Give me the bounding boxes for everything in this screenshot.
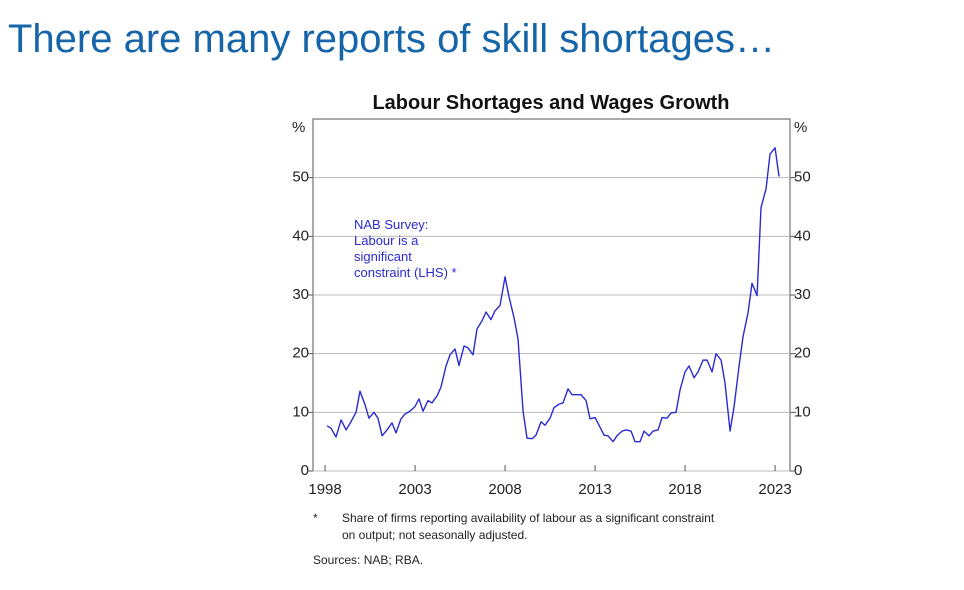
series-annotation: significant (354, 249, 412, 264)
y2-tick-label: 30 (794, 286, 811, 303)
footnote-line: Share of firms reporting availability of… (342, 511, 715, 525)
y-tick-label: 30 (292, 286, 309, 303)
y2-tick-label: 20 (794, 345, 811, 362)
series-annotation: Labour is a (354, 233, 419, 248)
series-annotation: NAB Survey: (354, 217, 428, 232)
y-tick-label: 40 (292, 227, 309, 244)
y-tick-label: 50 (292, 169, 309, 186)
x-tick-label: 2023 (758, 481, 791, 498)
slide-title: There are many reports of skill shortage… (8, 17, 775, 61)
y2-tick-label: 10 (794, 403, 811, 420)
x-tick-label: 2008 (488, 481, 521, 498)
y-tick-label: 0 (301, 462, 309, 479)
y-axis-label: % (292, 119, 305, 136)
sources: Sources: NAB; RBA. (313, 553, 423, 567)
series-annotation: constraint (LHS) * (354, 265, 457, 280)
y2-tick-label: 50 (794, 169, 811, 186)
y2-tick-label: 40 (794, 227, 811, 244)
x-tick-label: 2013 (578, 481, 611, 498)
footnote-marker: * (313, 511, 318, 525)
y-tick-label: 10 (292, 403, 309, 420)
x-tick-label: 2003 (398, 481, 431, 498)
x-tick-label: 1998 (308, 481, 341, 498)
y-tick-label: 20 (292, 345, 309, 362)
footnote-line: on output; not seasonally adjusted. (342, 528, 527, 542)
chart-title: Labour Shortages and Wages Growth (372, 92, 729, 114)
y2-axis-label: % (794, 119, 807, 136)
y2-tick-label: 0 (794, 462, 802, 479)
x-tick-label: 2018 (668, 481, 701, 498)
data-line (326, 147, 780, 443)
